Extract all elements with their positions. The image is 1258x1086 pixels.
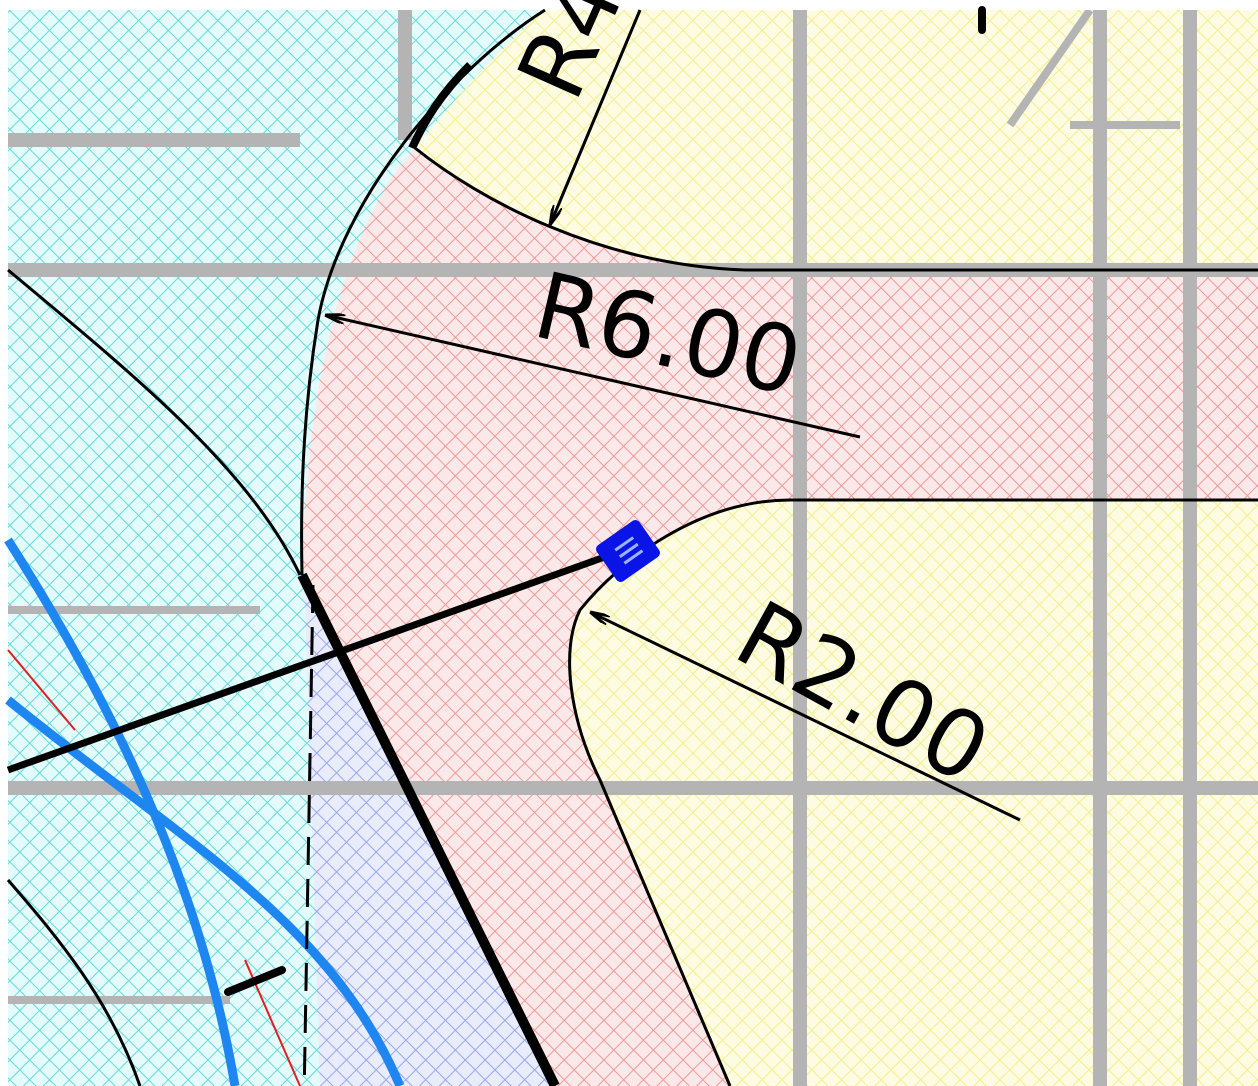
grip-marker[interactable] [594, 518, 662, 584]
drawing: R4 R6.00 R2.00 [4, 0, 1258, 1086]
pink-hatch [302, 148, 1258, 1086]
background-scan [8, 7, 1258, 1086]
linework [4, 6, 1258, 1086]
top-strip [8, 0, 1258, 10]
